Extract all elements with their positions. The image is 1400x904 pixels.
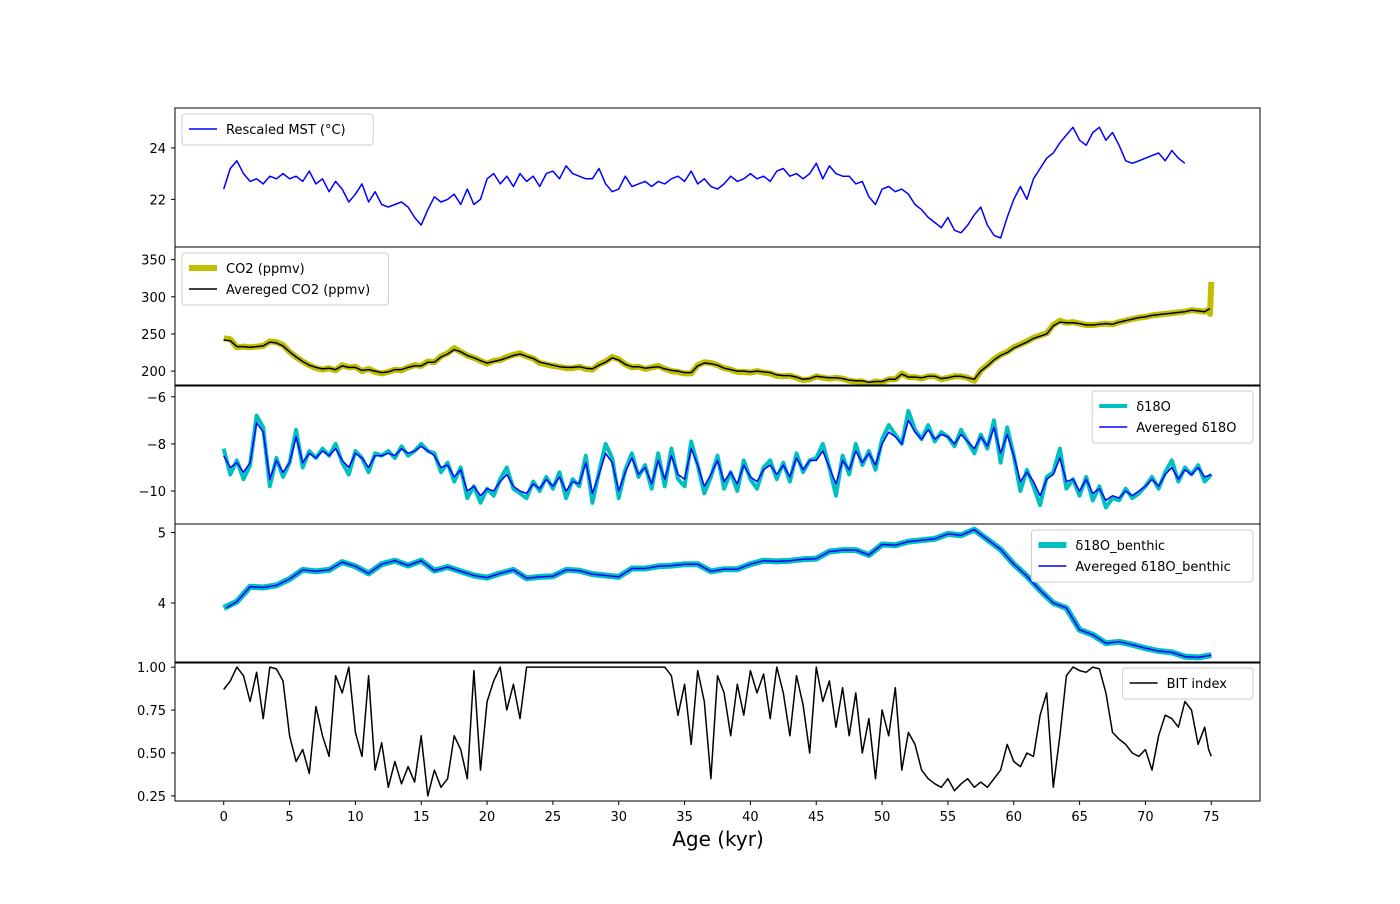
y-tick-label: 200 (141, 365, 166, 380)
legend: BIT index (1122, 667, 1254, 700)
series-line-3-2 (223, 419, 1212, 502)
legend-label: Avereged δ18O_benthic (1075, 560, 1230, 575)
legend-label: Rescaled MST (°C) (226, 123, 346, 138)
x-tick-label: 10 (347, 810, 364, 825)
legend-box (1091, 390, 1254, 444)
legend-box (181, 113, 374, 146)
legend-box (1030, 529, 1254, 583)
legend-label: Avereged δ18O (1136, 421, 1236, 436)
x-tick-label: 5 (285, 810, 293, 825)
panel-2: 200 250 300 350 CO2 (ppmv) Avereged CO2 (ppmv… (141, 246, 1261, 387)
series-line-4-2 (226, 528, 1212, 659)
panel-frame (174, 661, 1261, 802)
x-tick-label: 65 (1071, 810, 1088, 825)
legend-box (181, 252, 389, 306)
legend: Rescaled MST (°C) (181, 113, 374, 146)
y-tick-label: 4 (158, 597, 166, 612)
panel-1: 22 24 Rescaled MST (°C) (149, 107, 1261, 248)
series-line-2-2 (223, 308, 1211, 384)
panel-frame (174, 523, 1261, 664)
y-tick-label: −10 (139, 485, 166, 500)
y-tick-label: 1.00 (137, 661, 166, 676)
panel-frame (174, 246, 1261, 387)
legend-label: δ18O_benthic (1075, 539, 1165, 554)
x-tick-label: 45 (808, 810, 825, 825)
y-tick-label: 0.25 (137, 790, 166, 805)
x-tick-label: 30 (610, 810, 627, 825)
y-tick-label: 22 (149, 193, 166, 208)
series-line-1-1 (222, 126, 1186, 239)
x-axis: 0 5 10 15 20 25 30 35 40 45 50 55 60 65 70 75 (220, 801, 1220, 825)
panel-3: −10 −8 −6 δ18O Avereged δ18O (139, 384, 1261, 525)
legend-label: CO2 (ppmv) (226, 262, 305, 277)
legend: CO2 (ppmv) Avereged CO2 (ppmv) (181, 252, 389, 306)
x-tick-label: 40 (742, 810, 759, 825)
x-tick-label: 55 (940, 810, 957, 825)
x-tick-label: 70 (1137, 810, 1154, 825)
legend: δ18O Avereged δ18O (1091, 390, 1254, 444)
y-tick-label: 24 (149, 142, 166, 157)
x-tick-label: 75 (1203, 810, 1220, 825)
y-tick-label: 350 (141, 254, 166, 269)
x-tick-label: 15 (413, 810, 430, 825)
legend-label: Avereged CO2 (ppmv) (226, 283, 370, 298)
y-tick-label: 0.75 (137, 704, 166, 719)
x-tick-label: 25 (545, 810, 562, 825)
legend-box (1122, 667, 1254, 700)
x-axis-label: Age (kyr) (672, 827, 764, 851)
y-tick-label: −6 (147, 391, 166, 406)
panel-5: 0.25 0.50 0.75 1.00 BIT index (137, 661, 1261, 805)
legend: δ18O_benthic Avereged δ18O_benthic (1030, 529, 1254, 583)
legend-label: δ18O (1136, 400, 1171, 415)
panel-4: 4 5 δ18O_benthic Avereged δ18O_benthic (158, 523, 1261, 664)
y-tick-label: 300 (141, 291, 166, 306)
y-tick-label: −8 (147, 438, 166, 453)
legend-label: BIT index (1167, 677, 1228, 692)
x-tick-label: 0 (220, 810, 228, 825)
y-tick-label: 5 (158, 526, 166, 541)
x-tick-label: 35 (676, 810, 693, 825)
y-tick-label: 0.50 (137, 747, 166, 762)
series-line-3-1 (221, 408, 1213, 510)
series-line-5-1 (223, 666, 1212, 797)
x-tick-label: 50 (874, 810, 891, 825)
x-tick-label: 60 (1005, 810, 1022, 825)
x-tick-label: 20 (479, 810, 496, 825)
y-tick-label: 250 (141, 328, 166, 343)
